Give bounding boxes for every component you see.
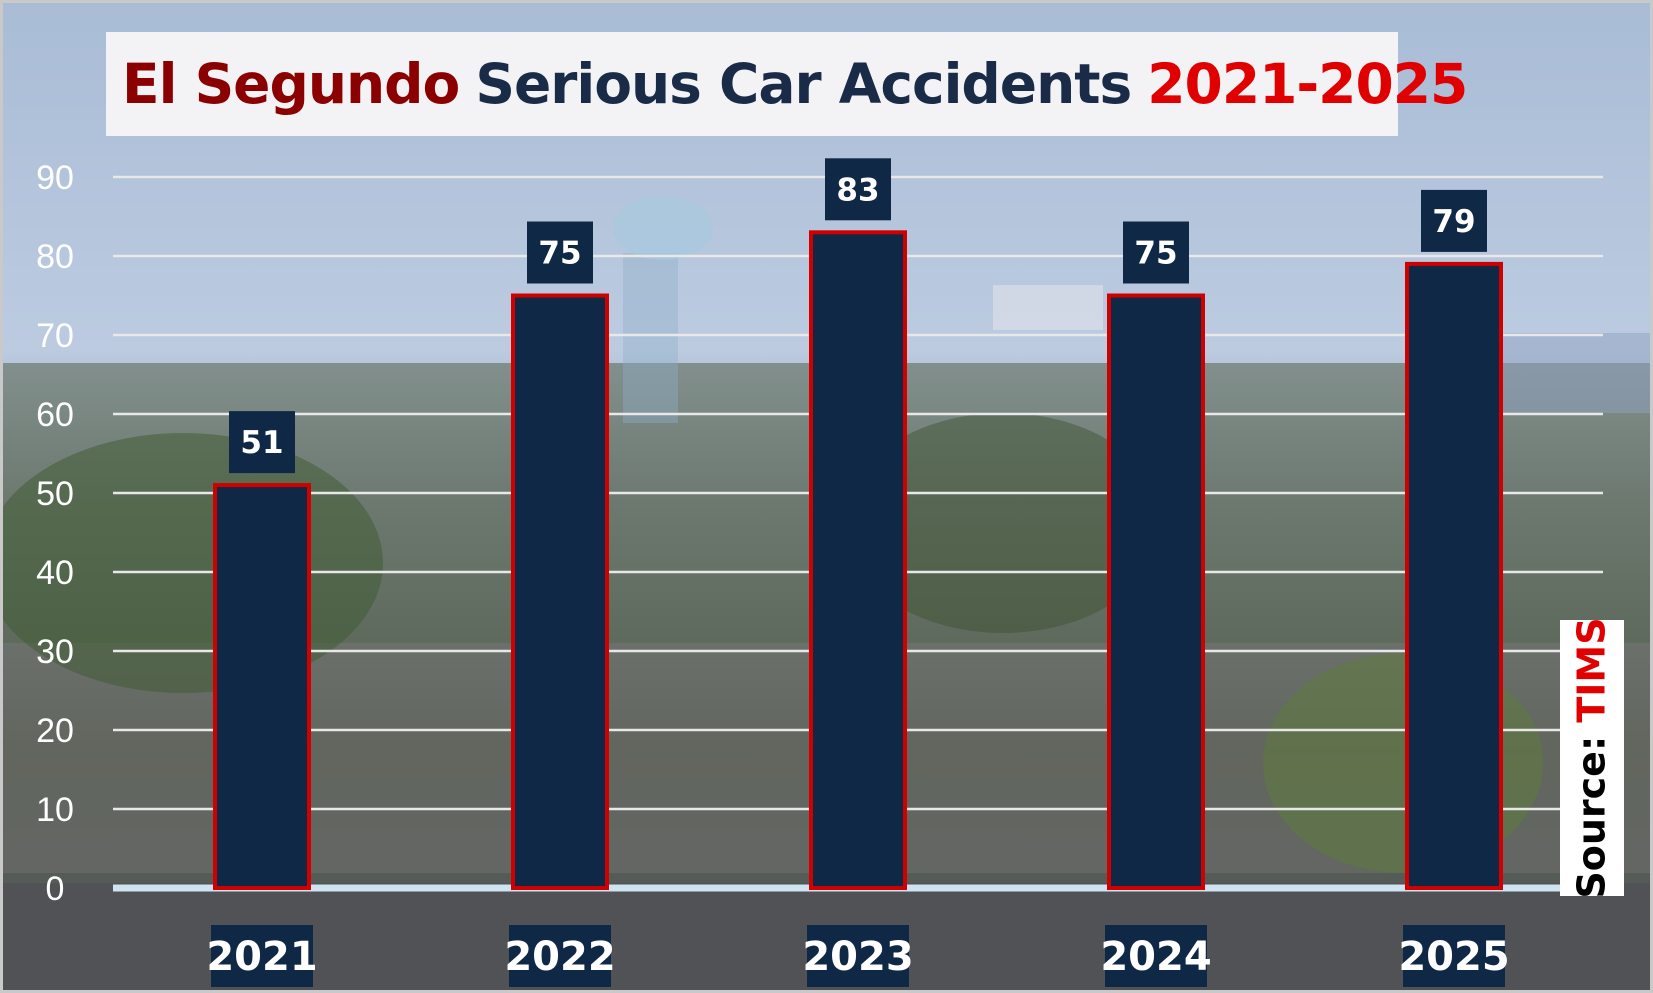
title-part-years: 2021-2025 (1147, 52, 1468, 116)
bars (213, 230, 1503, 891)
value-label-2021: 51 (240, 425, 283, 461)
value-label-box-2023 (825, 158, 891, 221)
value-label-2023: 83 (836, 172, 879, 208)
value-label-2024: 75 (1134, 236, 1177, 272)
y-tick-label-9: 90 (36, 159, 74, 197)
category-label-2024: 2024 (1100, 934, 1211, 980)
category-label-box-2024 (1105, 925, 1207, 987)
bar-2025 (1405, 261, 1503, 890)
y-tick-label-7: 70 (36, 317, 74, 355)
y-tick-label-6: 60 (36, 396, 74, 434)
value-label-2025: 79 (1432, 204, 1475, 240)
value-label-2022: 75 (538, 236, 581, 272)
title-part-city: El Segundo (122, 52, 460, 116)
y-tick-label-0: 0 (46, 870, 65, 908)
y-tick-label-3: 30 (36, 633, 74, 671)
category-label-box-2021 (211, 925, 313, 987)
title-part-subject: Serious Car Accidents (475, 52, 1132, 116)
category-label-box-2023 (807, 925, 909, 987)
value-label-box-2024 (1123, 221, 1189, 284)
y-tick-label-8: 80 (36, 238, 74, 276)
bar-2023 (809, 230, 907, 891)
category-label-2021: 2021 (206, 934, 317, 980)
value-label-box-2025 (1421, 189, 1487, 252)
chart-title: El Segundo Serious Car Accidents 2021-20… (106, 32, 1468, 136)
category-label-2022: 2022 (504, 934, 615, 980)
category-label-box-2022 (509, 925, 611, 987)
source-name: TIMS (1570, 617, 1614, 723)
bar-2022 (511, 293, 609, 890)
bar-2021 (213, 483, 311, 890)
x-axis-categories: 2021 2022 2023 2024 2025 (206, 925, 1510, 987)
value-labels: 51 75 83 75 79 (229, 158, 1487, 474)
category-label-2025: 2025 (1398, 934, 1509, 980)
y-tick-label-4: 40 (36, 554, 74, 592)
source-text: Source: TIMS (1570, 617, 1614, 898)
y-tick-label-1: 10 (36, 791, 74, 829)
y-tick-label-5: 50 (36, 475, 74, 513)
source-label: Source: (1570, 735, 1614, 899)
source-badge: Source: TIMS (1560, 617, 1624, 899)
y-axis-ticks: 0 10 20 30 40 50 60 70 80 90 (36, 159, 74, 908)
category-label-2023: 2023 (802, 934, 913, 980)
bar-2024 (1107, 293, 1205, 890)
value-label-box-2021 (229, 411, 295, 474)
category-label-box-2025 (1403, 925, 1505, 987)
y-tick-label-2: 20 (36, 712, 74, 750)
value-label-box-2022 (527, 221, 593, 284)
